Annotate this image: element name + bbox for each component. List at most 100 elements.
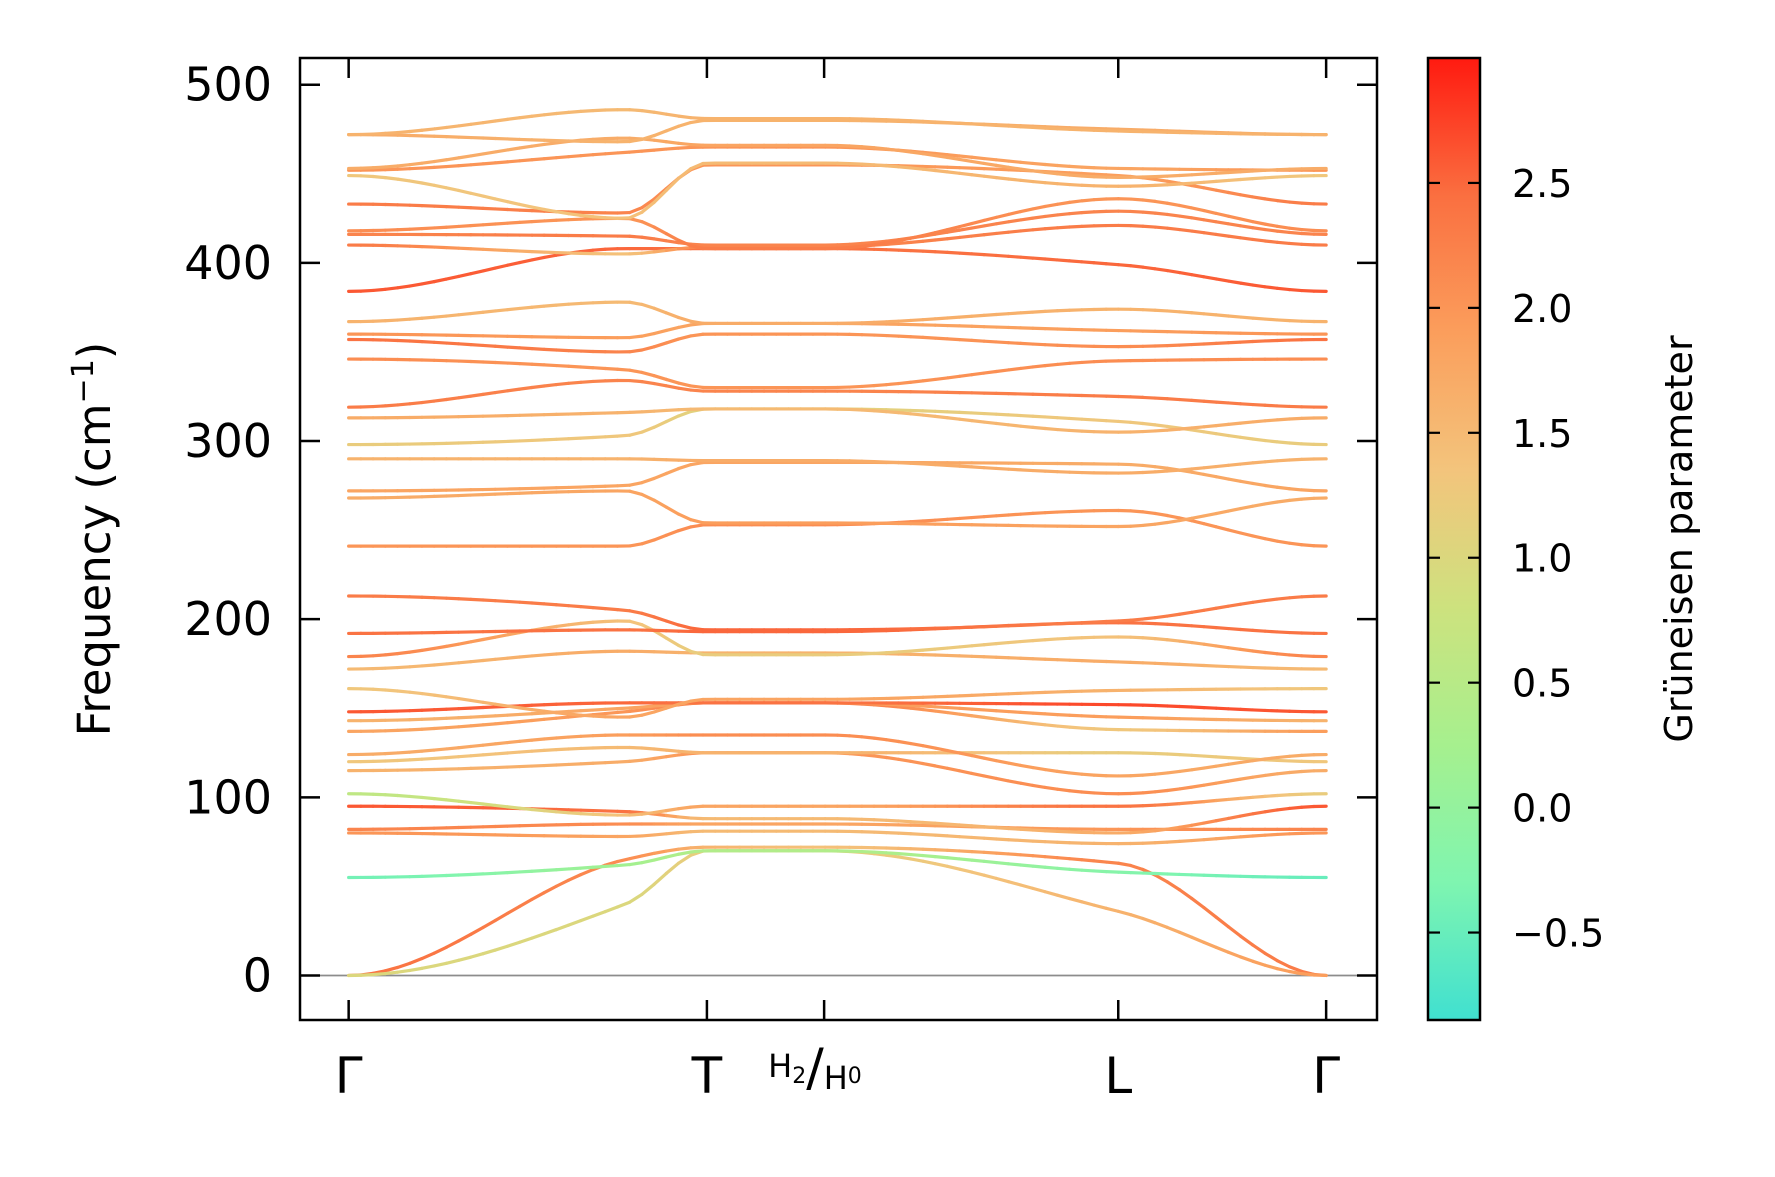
branch-segment <box>1055 856 1072 861</box>
branch-segment <box>1092 727 1108 731</box>
branch-segment <box>1055 212 1072 217</box>
branch-segment <box>1275 174 1292 179</box>
branch-segment <box>1104 419 1121 424</box>
branch-segment <box>1275 539 1292 545</box>
branch-segment <box>860 735 876 740</box>
branch-segment <box>383 965 400 973</box>
branch-segment <box>1287 497 1304 502</box>
branch-segment <box>676 381 693 388</box>
branch-segment <box>591 137 607 141</box>
branch-segment <box>1031 839 1047 844</box>
branch-segment <box>518 654 534 659</box>
branch-segment <box>1031 468 1047 473</box>
branch-segment <box>1275 286 1292 292</box>
branch-segment <box>420 795 436 801</box>
branch-segment <box>1006 413 1023 418</box>
x-tick-label: Γ <box>1312 1047 1340 1105</box>
branch-segment <box>1006 209 1023 217</box>
branch-segment <box>542 218 558 223</box>
branch-segment <box>945 374 962 380</box>
branch-segment <box>542 927 558 936</box>
branch-segment <box>432 158 449 164</box>
branch-segment <box>615 367 632 372</box>
branch-segment <box>579 605 595 610</box>
branch-segment <box>1239 812 1255 818</box>
branch-segment <box>1190 783 1206 789</box>
branch-segment <box>469 714 485 719</box>
branch-segment <box>689 849 705 854</box>
branch-segment <box>505 306 522 312</box>
branch-segment <box>603 151 620 156</box>
branch-segment <box>933 230 949 236</box>
branch-segment <box>383 403 400 408</box>
branch-segment <box>945 822 962 827</box>
branch-segment <box>689 816 705 821</box>
branch-segment <box>408 794 424 800</box>
branch-segment <box>1239 217 1255 224</box>
branch-segment <box>1190 608 1206 614</box>
branch-segment <box>591 619 607 624</box>
branch-segment <box>542 347 558 352</box>
branch-segment <box>994 513 1011 518</box>
branch-segment <box>1202 764 1218 770</box>
branch-segment <box>970 218 986 226</box>
branch-segment <box>628 430 644 437</box>
branch-segment <box>689 750 705 755</box>
branch-segment <box>970 224 986 230</box>
branch-segment <box>1129 395 1145 400</box>
branch-segment <box>1190 514 1206 520</box>
branch-segment <box>493 713 510 718</box>
branch-segment <box>420 646 436 652</box>
branch-segment <box>945 416 962 421</box>
branch-segment <box>1080 868 1096 873</box>
branch-18 <box>347 594 1328 632</box>
branch-segment <box>970 252 986 257</box>
branch-segment <box>518 897 534 908</box>
branch-segment <box>1251 481 1267 488</box>
branch-segment <box>518 438 534 443</box>
branch-segment <box>1190 821 1206 827</box>
branch-segment <box>395 961 412 970</box>
branch-10 <box>347 733 1328 778</box>
branch-segment <box>1275 754 1292 760</box>
branch-segment <box>1190 466 1206 471</box>
branch-segment <box>371 653 387 658</box>
branch-segment <box>493 207 510 212</box>
branch-segment <box>469 121 485 126</box>
branch-segment <box>1129 913 1145 921</box>
branch-segment <box>652 849 668 855</box>
branch-segment <box>1165 802 1182 807</box>
branch-segment <box>1226 626 1243 632</box>
branch-segment <box>909 741 925 748</box>
branch-segment <box>371 792 387 797</box>
branch-segment <box>640 380 656 386</box>
branch-segment <box>676 245 693 251</box>
branch-segment <box>493 944 510 952</box>
branch-segment <box>982 642 998 647</box>
branch-segment <box>505 739 522 745</box>
branch-segment <box>566 621 583 627</box>
branch-segment <box>1116 263 1133 268</box>
plot-frame <box>298 56 1379 1022</box>
branch-segment <box>970 419 986 424</box>
branch-segment <box>1177 610 1194 616</box>
branch-segment <box>1202 312 1218 317</box>
branch-segment <box>1190 935 1206 944</box>
branch-segment <box>1019 125 1035 130</box>
branch-segment <box>1214 816 1230 823</box>
y-axis-label-close: ) <box>68 342 121 360</box>
branch-segment <box>628 758 644 764</box>
branch-segment <box>1177 639 1194 645</box>
branch-segment <box>1177 704 1194 709</box>
branch-segment <box>1300 972 1316 977</box>
branch-segment <box>1251 534 1267 541</box>
branch-segment <box>1043 865 1059 870</box>
branch-segment <box>664 636 681 648</box>
branch-segment <box>530 250 546 254</box>
branch-segment <box>884 333 901 338</box>
branch-segment <box>1263 537 1279 543</box>
branch-segment <box>982 339 998 344</box>
branch-segment <box>615 150 632 155</box>
branch-segment <box>872 239 888 245</box>
